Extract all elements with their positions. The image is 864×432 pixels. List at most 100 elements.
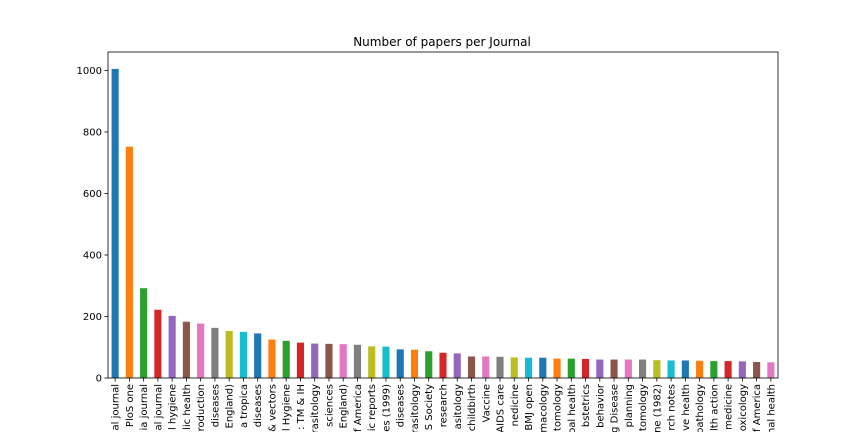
- x-tick-label: planning: [624, 384, 635, 427]
- x-tick-label: lth action: [709, 384, 720, 431]
- x-tick-label: es (1999): [381, 384, 392, 432]
- bar: [539, 357, 547, 378]
- x-tick-label: al journal: [153, 384, 164, 431]
- bar: [239, 331, 247, 378]
- bar: [596, 359, 604, 378]
- bar: [154, 309, 162, 378]
- x-tick-label: PloS one: [125, 384, 136, 427]
- bar: [581, 358, 590, 378]
- x-tick-label: diseases: [396, 384, 407, 427]
- x-tick-label: diseases: [210, 384, 221, 427]
- x-tick-label: f America: [353, 384, 364, 432]
- x-tick-label: f America: [752, 384, 763, 432]
- x-tick-label: roduction: [196, 384, 207, 431]
- x-tick-label: l hygiene: [168, 384, 179, 430]
- x-tick-label: behavior: [595, 383, 606, 428]
- bar: [453, 353, 461, 378]
- bar: [339, 344, 347, 378]
- x-tick-label: pathology: [695, 384, 706, 432]
- bar: [182, 321, 190, 378]
- x-tick-label: oal health: [567, 384, 578, 432]
- bar: [710, 361, 718, 378]
- y-axis: 0 200 400 600 800 1000: [77, 66, 108, 385]
- bar: [168, 315, 176, 378]
- y-tick-label: 0: [96, 374, 102, 385]
- bar: [667, 360, 675, 378]
- bar: [553, 358, 561, 378]
- bar: [410, 349, 419, 378]
- bar: [653, 360, 661, 378]
- bar: [510, 357, 518, 378]
- bar: [368, 346, 376, 378]
- bar: [111, 68, 119, 378]
- x-tick-label: bstetrics: [581, 384, 592, 427]
- bar: [738, 361, 746, 378]
- bars-group: [111, 68, 775, 378]
- x-tick-label: macology: [538, 384, 549, 432]
- x-tick-label: l Hygiene: [282, 384, 293, 431]
- x-tick-label: oxicology: [738, 384, 749, 431]
- bar: [696, 360, 704, 378]
- bar: [724, 361, 732, 378]
- x-tick-label: rch notes: [667, 384, 678, 431]
- x-tick-label: ic reports: [367, 384, 378, 431]
- bar: [467, 356, 476, 378]
- x-tick-label: nedicine: [510, 384, 521, 426]
- bar: [296, 342, 305, 378]
- bar: [211, 327, 219, 378]
- bar: [567, 358, 575, 378]
- plot-frame: [107, 51, 779, 379]
- bar: [624, 359, 632, 378]
- x-tick-label: Vaccine: [481, 384, 492, 422]
- x-tick-label: AIDS care: [496, 384, 507, 432]
- x-tick-label: tomology: [553, 384, 564, 431]
- bar: [496, 356, 504, 378]
- x-tick-label: nal health: [766, 384, 777, 432]
- y-tick-label: 1000: [77, 66, 102, 77]
- bar: [439, 352, 447, 378]
- x-tick-label: asitology: [453, 384, 464, 429]
- bar: [282, 340, 290, 378]
- bar: [396, 349, 404, 378]
- bar: [125, 146, 133, 378]
- bar: [610, 359, 618, 378]
- y-tick-label: 200: [83, 312, 102, 323]
- x-tick-label: tomology: [638, 384, 649, 431]
- bar: [753, 362, 761, 378]
- x-tick-label: medicine: [724, 384, 735, 430]
- bar: [197, 323, 205, 378]
- x-tick-label: & vectors: [267, 384, 278, 432]
- bar: [639, 359, 647, 378]
- x-tick-label: ne (1982): [652, 384, 663, 432]
- x-axis: al journal PloS one ia journal al journal l …: [111, 378, 777, 432]
- x-tick-label: rasitology: [310, 384, 321, 432]
- x-tick-label: sciences: [324, 384, 335, 427]
- y-tick-label: 400: [83, 250, 102, 261]
- bar: [482, 356, 490, 378]
- bar: [325, 343, 333, 378]
- bar: [225, 330, 233, 378]
- x-tick-label: lic health: [182, 384, 193, 430]
- bar: [524, 357, 533, 378]
- bar: [767, 362, 775, 378]
- bar: [254, 333, 262, 378]
- y-tick-label: 800: [83, 127, 102, 138]
- chart-title: Number of papers per Journal: [353, 35, 531, 49]
- bar: [425, 351, 433, 378]
- x-tick-label: diseases: [253, 384, 264, 427]
- x-tick-label: ve health: [681, 384, 692, 431]
- x-tick-label: England): [339, 384, 350, 429]
- bar: [311, 343, 319, 378]
- bar: [268, 339, 276, 378]
- x-tick-label: a tropica: [239, 384, 250, 428]
- x-tick-label: childbirth: [467, 384, 478, 431]
- x-tick-label: g Disease: [610, 384, 621, 432]
- x-tick-label: BMJ open: [524, 384, 535, 431]
- x-tick-label: : TM & IH: [296, 384, 307, 430]
- bar: [681, 360, 689, 378]
- x-tick-label: ia journal: [139, 384, 150, 431]
- x-tick-label: S Society: [424, 384, 435, 430]
- y-tick-label: 600: [83, 189, 102, 200]
